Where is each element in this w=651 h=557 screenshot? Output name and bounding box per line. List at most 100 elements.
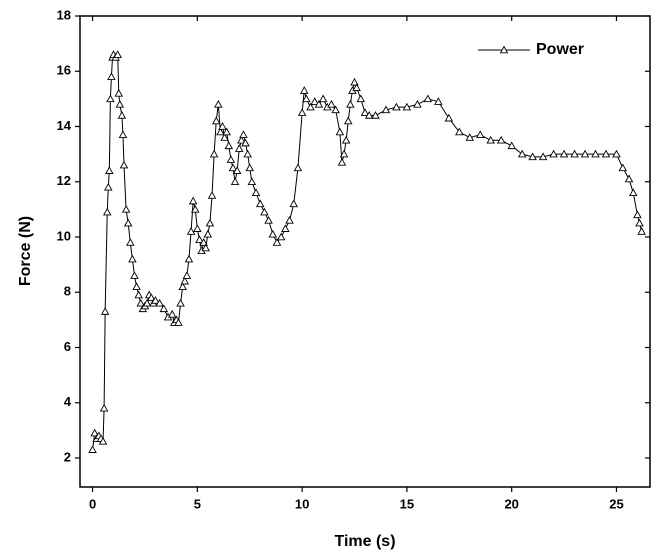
- data-point: [496, 135, 506, 144]
- data-point: [222, 127, 231, 136]
- data-point: [117, 111, 127, 119]
- data-point: [190, 204, 200, 213]
- data-point: [255, 199, 265, 208]
- data-point: [633, 210, 642, 219]
- y-tick-label: 8: [64, 284, 71, 299]
- data-point: [128, 254, 137, 263]
- data-point: [343, 116, 353, 125]
- data-point: [350, 77, 359, 86]
- data-point: [207, 191, 217, 199]
- data-point: [455, 127, 464, 136]
- data-point: [591, 149, 600, 158]
- y-tick-label: 18: [57, 7, 71, 22]
- data-point: [188, 196, 198, 205]
- data-point: [228, 163, 238, 172]
- data-point: [115, 99, 125, 108]
- data-point: [230, 177, 240, 185]
- data-point: [289, 199, 299, 208]
- data-point: [624, 174, 634, 183]
- y-tick-label: 6: [64, 339, 71, 354]
- data-point: [199, 238, 208, 246]
- data-point: [220, 133, 229, 141]
- data-point: [201, 243, 210, 252]
- data-point: [381, 105, 391, 114]
- data-point: [241, 138, 250, 147]
- data-point: [293, 163, 303, 172]
- data-point: [601, 149, 611, 158]
- data-point: [335, 127, 345, 136]
- data-point: [475, 130, 485, 139]
- data-point: [235, 144, 244, 152]
- data-point: [281, 224, 290, 232]
- data-point: [193, 224, 202, 232]
- data-point: [106, 94, 115, 103]
- y-tick-label: 10: [57, 228, 71, 243]
- data-point: [195, 235, 204, 244]
- x-tick-label: 25: [609, 496, 623, 511]
- data-point: [276, 232, 286, 241]
- data-point: [528, 152, 537, 161]
- data-point: [232, 166, 242, 174]
- legend-marker: [499, 45, 509, 54]
- data-point: [237, 135, 246, 144]
- data-point: [203, 229, 213, 238]
- data-point: [538, 152, 548, 161]
- x-tick-label: 15: [400, 496, 414, 511]
- data-point: [352, 83, 361, 92]
- data-point: [364, 111, 374, 119]
- data-point: [517, 149, 527, 158]
- x-tick-label: 0: [89, 496, 96, 511]
- data-point: [136, 298, 146, 307]
- data-point: [88, 445, 97, 453]
- data-point: [211, 116, 221, 125]
- data-point: [119, 160, 129, 169]
- data-point: [346, 99, 355, 108]
- data-point: [628, 188, 638, 197]
- data-point: [247, 177, 257, 185]
- data-point: [402, 102, 412, 111]
- data-point: [423, 94, 433, 103]
- data-point: [151, 296, 160, 304]
- data-point: [392, 102, 401, 111]
- data-point: [98, 436, 108, 445]
- data-point: [310, 97, 319, 105]
- plot-frame: [79, 15, 651, 488]
- data-point: [318, 94, 328, 103]
- data-point: [126, 238, 135, 246]
- y-tick-label: 14: [57, 118, 72, 133]
- data-point: [216, 127, 225, 136]
- data-point: [314, 99, 324, 108]
- data-point: [434, 97, 443, 105]
- data-point: [226, 155, 236, 163]
- data-point: [104, 182, 113, 191]
- data-point: [218, 122, 227, 130]
- data-point: [299, 86, 309, 94]
- data-point: [371, 111, 380, 119]
- y-tick-label: 12: [57, 173, 71, 188]
- data-point: [209, 149, 219, 158]
- data-point: [114, 88, 124, 97]
- data-point: [341, 135, 351, 144]
- data-point: [102, 207, 112, 216]
- data-point: [180, 276, 190, 285]
- x-axis-label: Time (s): [334, 533, 395, 550]
- data-point: [264, 215, 273, 224]
- data-point: [105, 166, 114, 174]
- data-point: [260, 207, 269, 216]
- data-point: [134, 290, 143, 299]
- data-point: [612, 149, 621, 158]
- x-tick-label: 20: [504, 496, 518, 511]
- data-point: [444, 113, 454, 122]
- data-point: [327, 99, 336, 108]
- data-point: [239, 130, 248, 139]
- data-point: [637, 227, 646, 235]
- data-point: [337, 157, 347, 166]
- x-tick-label: 10: [295, 496, 309, 511]
- data-point: [182, 271, 192, 279]
- data-point: [245, 163, 255, 172]
- data-point: [178, 282, 187, 290]
- data-point: [184, 254, 194, 263]
- data-point: [100, 307, 110, 315]
